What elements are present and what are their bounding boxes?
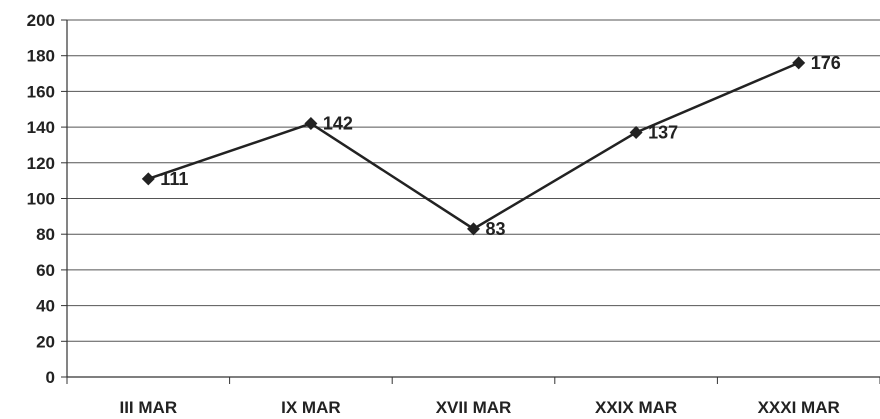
data-point-marker — [629, 125, 643, 139]
y-tick-label: 140 — [27, 118, 55, 137]
y-tick-label: 120 — [27, 154, 55, 173]
x-category-label: XVII MAR — [436, 398, 512, 417]
data-markers — [141, 56, 806, 236]
data-labels: 111 142 83 137 176 — [160, 53, 840, 239]
y-tick-label: 20 — [36, 332, 55, 351]
y-tick-label: 100 — [27, 190, 55, 209]
data-label: 176 — [811, 53, 841, 73]
data-label: 111 — [160, 169, 188, 189]
series-line — [147, 61, 800, 231]
data-label: 83 — [486, 219, 506, 239]
data-label: 142 — [323, 114, 353, 134]
x-category-labels: III MAR IX MAR XVII MAR XXIX MAR XXXI MAR — [119, 398, 839, 417]
axes — [61, 19, 880, 384]
y-tick-label: 160 — [27, 82, 55, 101]
gridlines — [67, 19, 880, 342]
y-tick-label: 60 — [36, 261, 55, 280]
data-point-marker — [141, 172, 155, 186]
data-point-marker — [792, 56, 806, 70]
y-tick-labels: 0 20 40 60 80 100 120 140 160 180 200 — [27, 11, 55, 387]
y-tick-label: 200 — [27, 11, 55, 30]
series-line-path — [147, 61, 800, 231]
y-tick-label: 80 — [36, 225, 55, 244]
data-label: 137 — [648, 122, 678, 142]
y-tick-label: 180 — [27, 47, 55, 66]
y-tick-label: 0 — [46, 368, 55, 387]
data-point-marker — [304, 117, 318, 131]
data-point-marker — [467, 222, 480, 236]
x-category-label: III MAR — [119, 398, 177, 417]
x-category-label: XXXI MAR — [758, 398, 840, 417]
x-category-label: XXIX MAR — [595, 398, 677, 417]
y-tick-label: 40 — [36, 297, 55, 316]
x-category-label: IX MAR — [281, 398, 341, 417]
